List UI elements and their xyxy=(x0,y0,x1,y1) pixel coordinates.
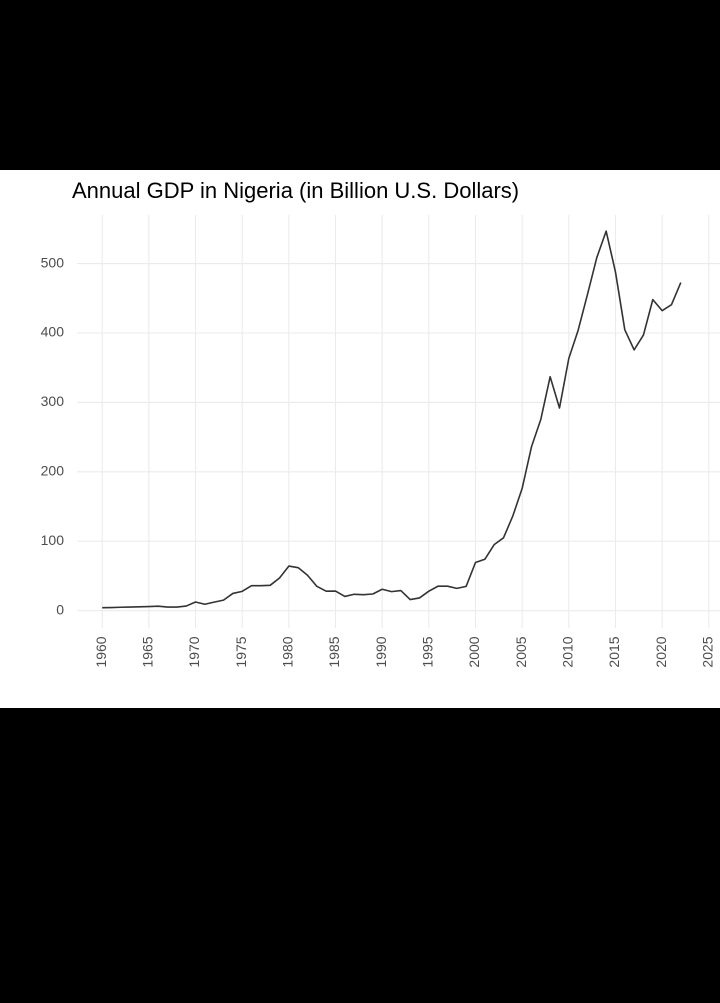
y-tick-label: 0 xyxy=(56,601,64,617)
x-tick-label: 2015 xyxy=(606,636,622,667)
x-tick-label: 2025 xyxy=(700,636,716,667)
x-tick-label: 1960 xyxy=(93,636,109,667)
x-tick-label: 1990 xyxy=(373,636,389,667)
chart-panel xyxy=(0,170,720,708)
y-tick-label: 500 xyxy=(41,254,65,270)
y-tick-label: 400 xyxy=(41,324,65,340)
x-tick-label: 1965 xyxy=(140,636,156,667)
x-tick-label: 2000 xyxy=(466,636,482,667)
x-tick-label: 1980 xyxy=(280,636,296,667)
x-tick-label: 2010 xyxy=(560,636,576,667)
x-tick-label: 2020 xyxy=(653,636,669,667)
y-tick-label: 300 xyxy=(41,393,65,409)
chart-title: Annual GDP in Nigeria (in Billion U.S. D… xyxy=(72,178,519,203)
x-tick-label: 2005 xyxy=(513,636,529,667)
y-tick-label: 100 xyxy=(41,532,65,548)
y-tick-label: 200 xyxy=(41,463,65,479)
data-line xyxy=(102,230,682,609)
x-tick-label: 1970 xyxy=(186,636,202,667)
x-tick-label: 1995 xyxy=(420,636,436,667)
x-tick-label: 1985 xyxy=(326,636,342,667)
x-tick-label: 1975 xyxy=(233,636,249,667)
